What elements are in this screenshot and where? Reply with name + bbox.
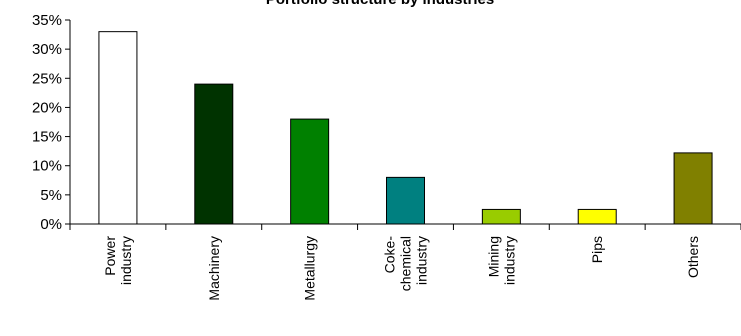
x-tick-label: Pips: [589, 236, 605, 263]
bar: [194, 83, 234, 225]
y-tick-label: 10%: [32, 158, 62, 175]
y-tick-label: 30%: [32, 41, 62, 58]
bar: [98, 31, 138, 225]
y-tick-label: 20%: [32, 99, 62, 116]
x-tick-label: Coke-chemicalindustry: [382, 236, 430, 292]
x-tick-label-line: Pips: [589, 236, 605, 263]
x-tick-label-line: Power: [102, 236, 118, 276]
y-tick-label: 5%: [40, 187, 62, 204]
x-tick-label: Others: [685, 236, 701, 278]
bar: [290, 118, 330, 225]
x-tick-label-line: industry: [501, 236, 517, 285]
bar: [481, 208, 521, 225]
x-tick-label: Miningindustry: [485, 236, 517, 285]
bar: [386, 176, 425, 225]
y-tick-label: 25%: [32, 70, 62, 87]
bar: [673, 152, 713, 225]
x-axis: Powerindustry Machinery Metallurgy Coke-che…: [69, 223, 741, 301]
x-tick-label-line: industry: [414, 236, 430, 285]
x-tick-label-line: Coke-: [382, 236, 398, 274]
y-tick-label: 0%: [40, 216, 62, 233]
x-tick-label-line: Metallurgy: [302, 236, 318, 301]
bar: [577, 208, 617, 225]
y-axis: 0% 5% 10% 15% 20% 25% 30% 35%: [32, 12, 71, 233]
bars: [98, 31, 713, 225]
chart-title: Portfolio structure by industries: [266, 0, 494, 8]
x-tick-label: Metallurgy: [302, 236, 318, 301]
x-tick-label-line: Machinery: [206, 236, 222, 301]
x-tick-label-line: Mining: [485, 236, 501, 277]
x-tick-label: Machinery: [206, 236, 222, 301]
x-tick-label-line: industry: [118, 236, 134, 285]
x-tick-label-line: Others: [685, 236, 701, 278]
y-tick-label: 35%: [32, 12, 62, 29]
y-tick-label: 15%: [32, 129, 62, 146]
x-tick-label: Powerindustry: [102, 236, 134, 285]
x-tick-label-line: chemical: [398, 236, 414, 291]
